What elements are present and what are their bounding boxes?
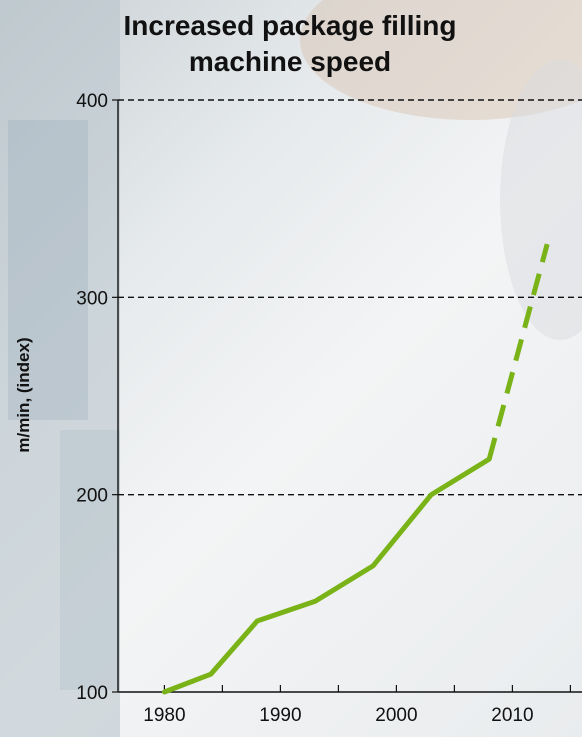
y-axis-title-text: m/min, (index) [14, 337, 33, 453]
x-tick-label: 1990 [259, 705, 301, 726]
y-tick-label: 100 [76, 683, 108, 704]
series-line-actual [161, 456, 492, 695]
y-tick-label: 300 [76, 288, 108, 309]
y-tick-label: 200 [76, 486, 108, 507]
chart-title: Increased package filling machine speed [123, 10, 457, 77]
x-tick-label: 2000 [375, 705, 417, 726]
series-line-projected [486, 243, 550, 460]
x-tick-label: 1980 [143, 705, 185, 726]
y-tick-label: 400 [76, 91, 108, 112]
x-tick-label: 2010 [491, 705, 533, 726]
